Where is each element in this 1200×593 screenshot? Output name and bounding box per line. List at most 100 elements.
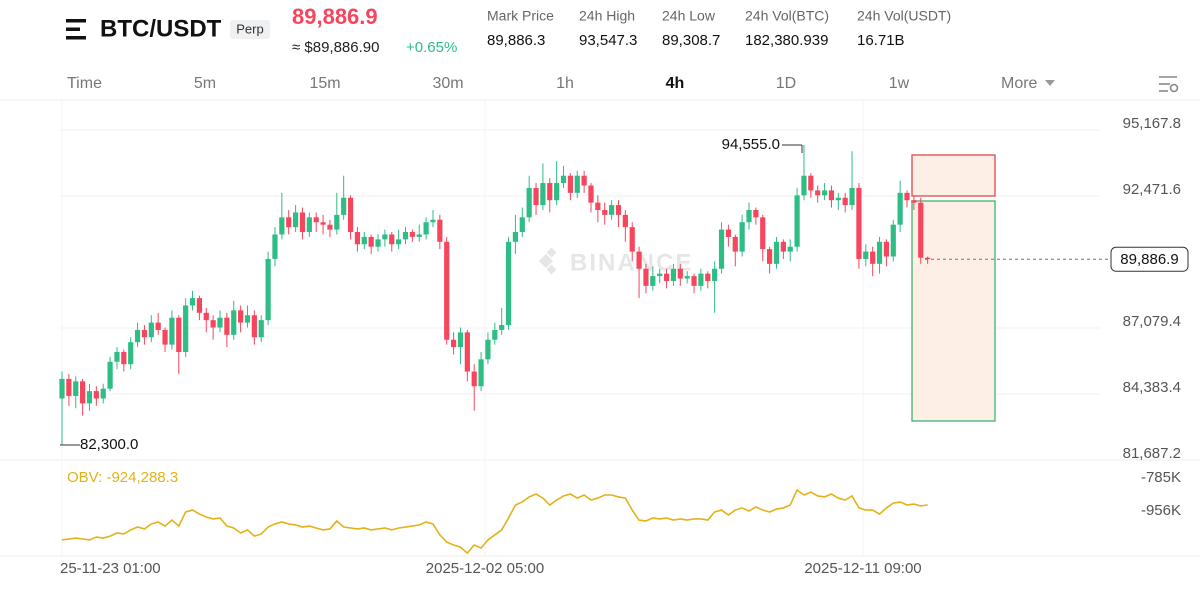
- candle-body: [870, 251, 876, 264]
- candle-body: [203, 312, 209, 321]
- candle-body: [444, 241, 450, 340]
- price-usd: ≈ $89,886.90: [292, 39, 379, 56]
- candle-body: [416, 234, 422, 237]
- stop-loss-zone[interactable]: [911, 154, 996, 197]
- candle-body: [231, 310, 237, 335]
- y-tick-label: 92,471.6: [1123, 181, 1181, 198]
- candle-body: [238, 310, 244, 323]
- y-tick-label: 95,167.8: [1123, 115, 1181, 132]
- candle-body: [306, 217, 312, 233]
- candle-body: [169, 317, 175, 345]
- candle-body: [650, 276, 656, 286]
- candle-body: [560, 175, 567, 184]
- stat-value: 182,380.939: [745, 32, 828, 49]
- icon-bar: [66, 19, 86, 23]
- timeframe-tab[interactable]: 15m: [309, 75, 340, 92]
- icon-gear: [1169, 83, 1179, 93]
- candle-body: [815, 190, 821, 196]
- timeframe-tab[interactable]: 4h: [666, 75, 685, 92]
- candle-body: [258, 320, 264, 338]
- timeframe-tab[interactable]: Time: [67, 75, 102, 92]
- candle-body: [698, 273, 704, 286]
- candle-body: [918, 202, 924, 258]
- candle-body: [856, 187, 862, 259]
- timeframe-tab[interactable]: 1D: [776, 75, 796, 92]
- candle-body: [808, 175, 814, 191]
- candle-body: [251, 315, 257, 338]
- candle-body: [162, 329, 168, 345]
- candle-body: [753, 209, 759, 218]
- candle-body: [622, 214, 628, 228]
- candle-body: [430, 219, 436, 223]
- timeframe-tab[interactable]: 1w: [889, 75, 910, 92]
- stat-label: 24h High: [579, 8, 635, 24]
- obv-line: [61, 488, 928, 555]
- candle-body: [354, 232, 361, 245]
- settings-icon[interactable]: [1159, 76, 1179, 93]
- timeframe-tab[interactable]: More: [1001, 75, 1038, 92]
- symbol: BTC/USDT: [100, 15, 222, 42]
- candle-body: [93, 391, 99, 399]
- candle-body: [883, 241, 889, 257]
- candle-body: [155, 322, 161, 330]
- candle-body: [121, 351, 127, 365]
- candle-body: [629, 227, 635, 252]
- timeframe-tab[interactable]: 1h: [556, 75, 574, 92]
- candle-body: [107, 361, 113, 389]
- candle-body: [705, 273, 711, 281]
- candle-body: [691, 276, 697, 286]
- stat-value: 93,547.3: [579, 32, 637, 49]
- candle-body: [327, 224, 333, 230]
- candle-body: [835, 197, 841, 201]
- candle-body: [299, 212, 306, 233]
- candle-body: [100, 388, 106, 399]
- candle-body: [265, 258, 271, 321]
- annotation-label: 94,555.0: [722, 136, 780, 153]
- candle-body: [86, 391, 93, 404]
- x-tick-label: 2025-12-02 05:00: [426, 560, 544, 577]
- candle-body: [567, 175, 573, 193]
- timeframe-tab[interactable]: 5m: [194, 75, 216, 92]
- candle-body: [224, 317, 230, 335]
- candle-body: [767, 249, 773, 264]
- timeframe-tab[interactable]: 30m: [432, 75, 463, 92]
- take-profit-zone[interactable]: [911, 200, 996, 422]
- candle-body: [588, 185, 594, 203]
- candle-body: [904, 192, 910, 201]
- candle-body: [389, 234, 395, 245]
- candle-body: [712, 268, 718, 281]
- candle-body: [842, 197, 848, 206]
- candle-body: [547, 183, 553, 201]
- candle-body: [347, 197, 354, 233]
- stat-label: 24h Low: [662, 8, 716, 24]
- candle-body: [787, 246, 793, 252]
- candle-body: [602, 209, 608, 215]
- candle-body: [499, 325, 505, 330]
- candle-body: [876, 241, 883, 264]
- candle-body: [595, 202, 601, 210]
- icon-bar: [66, 27, 80, 31]
- candle-body: [773, 241, 780, 264]
- candle-body: [615, 205, 622, 215]
- candle-body: [114, 351, 120, 362]
- candle-body: [746, 209, 752, 223]
- candle-body: [849, 187, 855, 206]
- stat-value: 89,886.3: [487, 32, 545, 49]
- stat-value: 89,308.7: [662, 32, 720, 49]
- candle-body: [437, 219, 443, 242]
- candle-body: [911, 200, 917, 203]
- y-tick-label: 84,383.4: [1123, 379, 1181, 396]
- menu-icon[interactable]: [66, 19, 86, 40]
- candle-body: [423, 222, 429, 235]
- candle-body: [334, 214, 340, 230]
- last-price-label: 89,886.9: [1120, 251, 1178, 268]
- more-caret: [1045, 80, 1055, 86]
- candle-body: [663, 273, 670, 281]
- stat-label: 24h Vol(USDT): [857, 8, 951, 24]
- candle-body: [73, 381, 79, 397]
- candle-body: [897, 192, 903, 225]
- candle-body: [492, 329, 498, 340]
- candle-body: [375, 239, 381, 247]
- candle-body: [739, 222, 745, 252]
- candle-body: [176, 317, 182, 352]
